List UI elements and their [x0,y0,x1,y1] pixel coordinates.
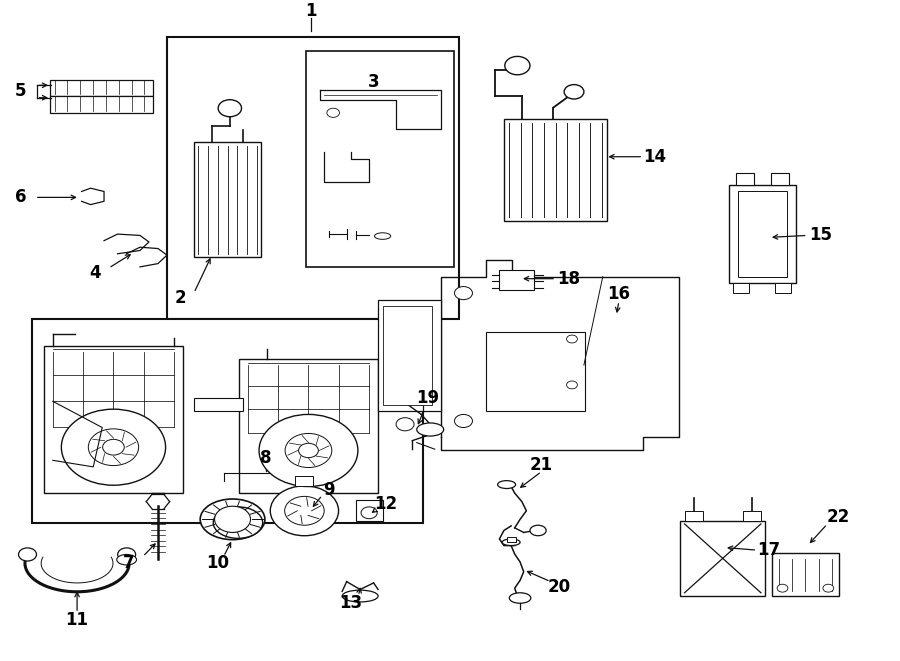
Bar [44,346,183,493]
Text: 8: 8 [260,449,272,467]
Circle shape [103,440,124,455]
Bar [729,185,796,284]
Text: 20: 20 [548,578,572,596]
Bar [770,173,788,185]
Bar [378,299,441,411]
Circle shape [259,414,358,486]
Ellipse shape [502,539,520,545]
Text: 11: 11 [66,611,88,629]
Circle shape [564,85,584,99]
Text: 1: 1 [305,2,317,20]
Circle shape [299,444,319,457]
Bar [771,553,839,596]
Ellipse shape [117,555,137,565]
Bar [742,511,760,521]
Circle shape [88,429,139,465]
Circle shape [214,506,250,533]
Bar [295,476,313,486]
Circle shape [361,507,377,519]
Bar [736,173,753,185]
Bar [734,284,749,293]
Text: 6: 6 [14,188,26,206]
Ellipse shape [417,423,444,436]
Text: 3: 3 [368,73,380,91]
Text: 10: 10 [207,555,230,572]
Bar [50,97,154,113]
Circle shape [567,335,578,343]
Text: 22: 22 [826,508,850,526]
Text: 16: 16 [608,286,630,303]
Circle shape [505,56,530,75]
Bar [356,500,382,522]
Bar [50,80,154,97]
Bar [504,120,608,221]
Text: 4: 4 [89,264,101,282]
Text: 5: 5 [14,82,26,100]
Text: 12: 12 [374,495,397,513]
Text: 13: 13 [339,594,363,611]
Bar [680,521,765,596]
Circle shape [777,584,788,592]
Text: 7: 7 [122,555,134,572]
Ellipse shape [498,481,516,488]
Text: 21: 21 [530,456,554,474]
Polygon shape [104,234,149,254]
Bar [775,284,791,293]
Circle shape [270,486,338,535]
Circle shape [327,108,339,118]
Bar [500,270,534,290]
Ellipse shape [342,590,378,602]
Bar [685,511,703,521]
Text: 17: 17 [758,541,780,559]
Text: 9: 9 [323,481,335,499]
Circle shape [567,381,578,389]
Circle shape [19,548,37,561]
Text: 18: 18 [557,270,580,288]
Bar [507,537,516,542]
Bar [238,359,378,493]
Circle shape [61,409,166,485]
Text: 2: 2 [175,290,186,307]
Ellipse shape [200,499,265,539]
Bar [32,319,423,523]
Bar [166,38,459,319]
Text: 19: 19 [416,389,439,407]
Text: 14: 14 [644,147,666,166]
Bar [194,398,243,411]
Ellipse shape [509,593,531,603]
Circle shape [118,548,136,561]
Circle shape [823,584,833,592]
Circle shape [454,414,472,428]
Bar [194,142,261,257]
Ellipse shape [530,525,546,535]
Circle shape [454,287,472,299]
Ellipse shape [213,507,263,538]
Ellipse shape [374,233,391,239]
Circle shape [218,100,241,117]
Bar [738,192,787,277]
Bar [486,332,585,411]
Text: 15: 15 [809,227,832,245]
Bar [306,50,454,267]
Circle shape [284,496,324,525]
Bar [382,306,432,405]
Circle shape [396,418,414,431]
Circle shape [285,434,332,467]
